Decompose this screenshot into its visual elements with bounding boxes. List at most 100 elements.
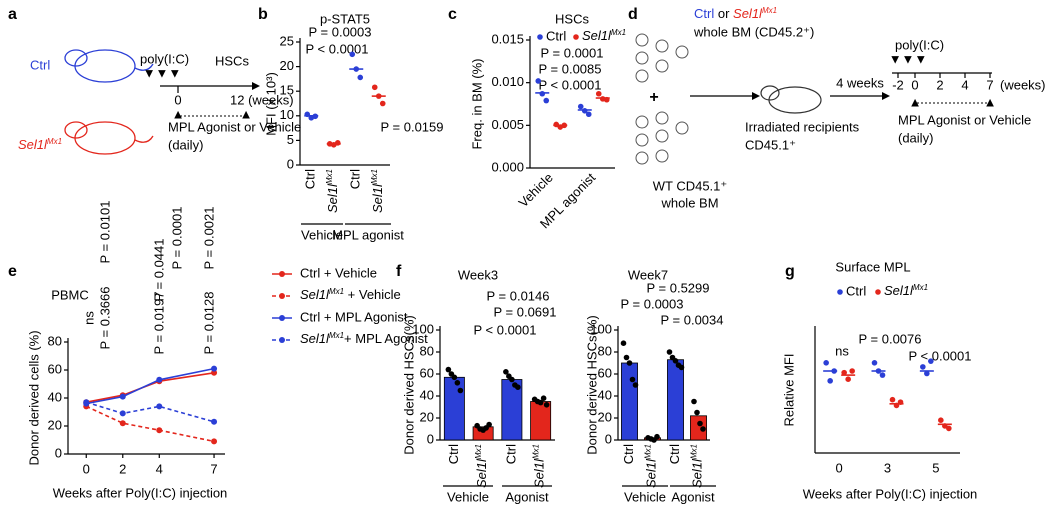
chart-title: Week3	[458, 267, 498, 282]
data-point	[595, 90, 602, 97]
chart-title: HSCs	[555, 11, 589, 26]
data-point	[379, 100, 386, 107]
data-point	[581, 108, 588, 114]
data-point	[942, 423, 948, 429]
data-point	[666, 349, 673, 355]
data-point	[920, 364, 926, 370]
data-point	[849, 368, 855, 374]
data-point	[334, 140, 341, 146]
legend-marker	[573, 34, 579, 40]
legend-marker	[279, 293, 285, 299]
y-tick-label: 20	[598, 409, 612, 424]
treatment-label: MPL Agonist or Vehicle	[168, 119, 301, 134]
data-point	[697, 420, 703, 427]
y-tick-label: 0.000	[491, 159, 524, 174]
y-tick-label: 100	[412, 321, 434, 336]
y-tick-label: 60	[420, 365, 434, 380]
point	[156, 376, 163, 383]
cell-icons	[635, 33, 689, 165]
mouse-icon	[64, 49, 154, 83]
legend-label: Sel1lMx1 + Vehicle	[300, 287, 401, 303]
arrow-head	[752, 92, 760, 100]
label-text: Sel1l	[733, 6, 763, 21]
point	[211, 365, 218, 372]
treatment-label: poly(I:C)	[895, 37, 944, 52]
y-tick-label: 10	[280, 107, 294, 122]
data-point	[938, 417, 944, 424]
competitor-label: WT CD45.1⁺	[653, 178, 728, 193]
label-sup: Mx1	[474, 444, 483, 459]
chart-title: PBMC	[51, 287, 89, 302]
y-axis-label: Freq. in BM (%)	[469, 58, 484, 149]
group-label: Vehicle	[447, 489, 489, 504]
annotation: P = 0.0001	[169, 206, 184, 269]
timeline-label: -2	[892, 77, 904, 92]
x-tick-label: Sel1lMx1	[643, 444, 659, 488]
data-point	[623, 354, 630, 361]
x-tick-label: Sel1lMx1	[369, 169, 385, 213]
legend-marker	[537, 34, 543, 40]
label-text: Sel1l	[18, 137, 48, 152]
donor-ctrl: Ctrl	[694, 6, 714, 21]
annotation: P < 0.0001	[908, 348, 971, 363]
panel-label: g	[785, 263, 795, 280]
chart-title: Week7	[628, 267, 668, 282]
y-tick-label: 0.010	[491, 74, 524, 89]
data-point	[871, 360, 878, 366]
point	[211, 438, 218, 445]
annotation: P = 0.5299	[646, 280, 709, 295]
annotation: ns	[81, 311, 96, 325]
series-line	[85, 405, 215, 443]
timeline-label: 7	[986, 77, 993, 92]
data-point	[924, 370, 930, 377]
y-tick-label: 40	[598, 387, 612, 402]
label-text: Sel1l	[325, 183, 340, 213]
data-point	[509, 376, 515, 383]
label-sup: Mx1	[369, 169, 378, 184]
group-label: MPL agonist	[332, 227, 404, 242]
data-point	[827, 378, 833, 384]
y-tick-label: 40	[420, 387, 434, 402]
label-text: Sel1l	[884, 283, 914, 298]
data-point	[889, 396, 896, 403]
data-point	[893, 402, 900, 409]
injection-marker: ▼▼▼	[889, 51, 928, 66]
treatment-marker: ▲	[909, 94, 922, 109]
annotation: P = 0.3666	[97, 286, 112, 349]
y-tick-label: 20	[280, 58, 294, 73]
label-sup: Mx1	[531, 444, 540, 459]
legend-label: Ctrl + Vehicle	[300, 265, 377, 280]
label-text: Sel1l	[300, 287, 330, 302]
data-point	[451, 374, 458, 381]
y-tick-label: 15	[280, 83, 294, 98]
annotation: P = 0.0085	[538, 61, 601, 76]
annotation: P < 0.0001	[305, 41, 368, 56]
label-sup: Mx1	[913, 283, 928, 292]
y-axis-label: Donor derived cells (%)	[26, 330, 41, 465]
x-tick-label: Ctrl	[303, 169, 318, 189]
data-point	[879, 372, 886, 378]
series-line	[86, 401, 215, 423]
y-axis-label: Donor derived HSCs(%)	[401, 315, 416, 454]
y-tick-label: 80	[420, 343, 434, 358]
annotation: P = 0.0691	[493, 304, 556, 319]
donor-or: or	[718, 6, 730, 21]
group-label: Sel1lMx1	[18, 137, 62, 153]
label-text: Sel1l	[370, 183, 385, 213]
y-axis-label: MFI (x 10³)	[263, 72, 278, 136]
data-point	[540, 395, 547, 402]
readout-label: HSCs	[215, 53, 249, 68]
y-tick-label: 0.015	[491, 31, 524, 46]
series-line	[86, 372, 215, 403]
label-text: Sel1l	[475, 458, 490, 488]
label-rest: + MPL Agonist	[344, 331, 428, 346]
bar	[443, 376, 465, 441]
y-tick-label: 100	[590, 321, 612, 336]
timeline-label: 12 (weeks)	[230, 92, 294, 107]
data-point	[349, 51, 356, 58]
x-axis-label: Weeks after Poly(I:C) injection	[803, 486, 978, 501]
y-tick-label: 0	[287, 156, 294, 171]
x-tick-label: Ctrl	[667, 444, 682, 464]
data-point	[603, 96, 610, 103]
